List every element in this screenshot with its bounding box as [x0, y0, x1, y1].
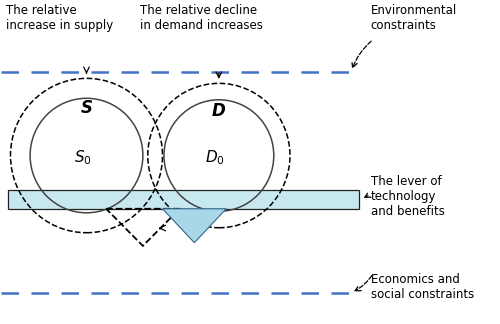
Text: D: D — [212, 102, 226, 120]
Text: The relative
increase in supply: The relative increase in supply — [6, 4, 113, 32]
Text: Environmental
constraints: Environmental constraints — [371, 4, 457, 32]
Text: Economics and
social constraints: Economics and social constraints — [371, 273, 474, 301]
Text: $\mathit{S}_0$: $\mathit{S}_0$ — [74, 148, 92, 167]
Text: The relative decline
in demand increases: The relative decline in demand increases — [140, 4, 264, 32]
Text: The lever of
technology
and benefits: The lever of technology and benefits — [371, 175, 444, 218]
Text: S: S — [80, 99, 92, 117]
Text: $\mathit{D}_0$: $\mathit{D}_0$ — [205, 148, 225, 167]
Polygon shape — [162, 209, 226, 243]
Bar — [8, 190, 358, 209]
